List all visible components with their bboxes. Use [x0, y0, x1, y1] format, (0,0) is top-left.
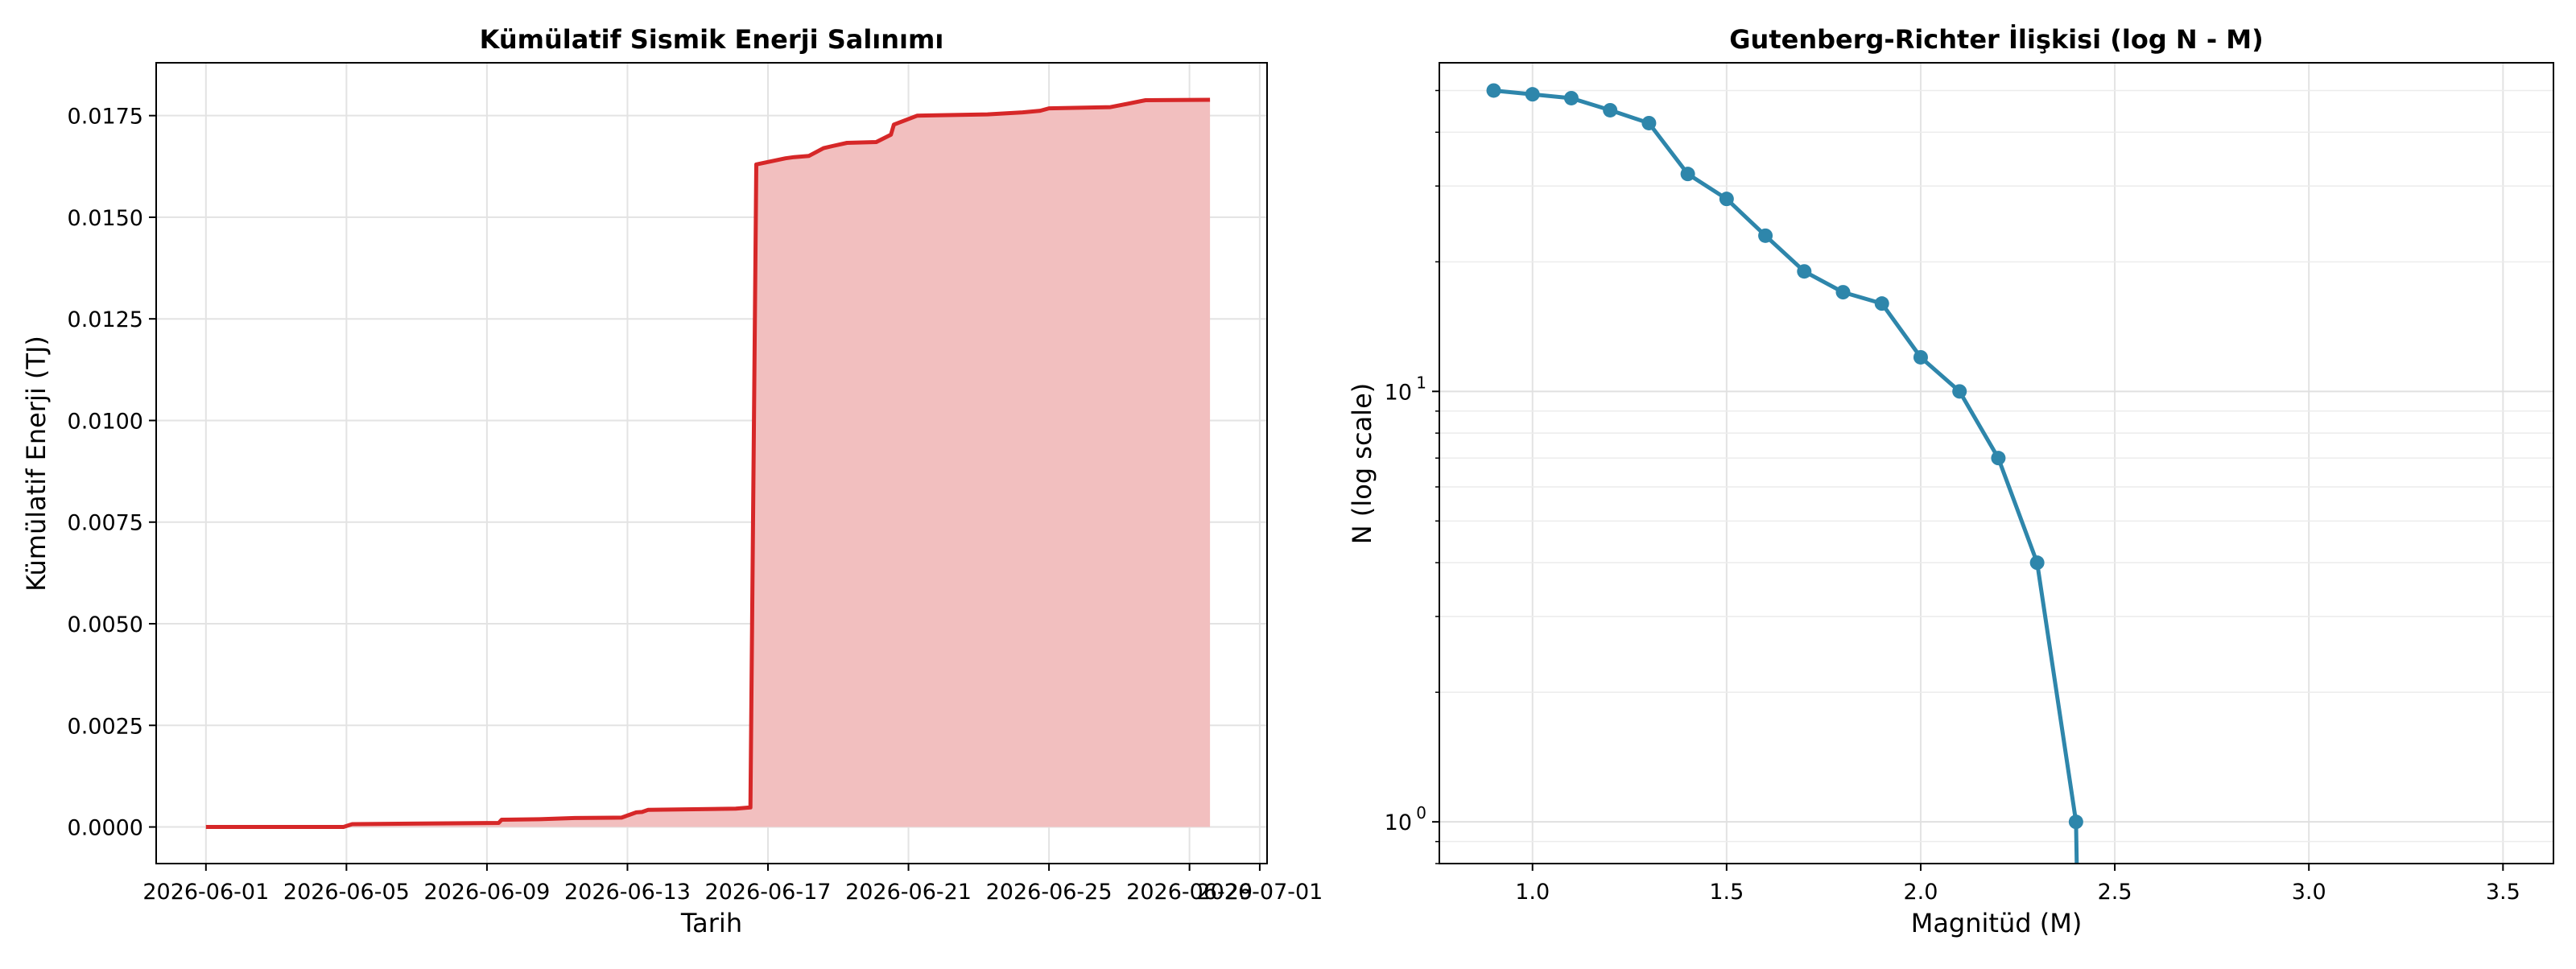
energy-chart: 2026-06-01 2026-06-05 2026-06-09 2026-06-13… [21, 24, 1323, 938]
gr-x-tick-label: 2.0 [1903, 880, 1938, 905]
gr-data-point [1719, 192, 1734, 207]
energy-chart-title: Kümülatif Sismik Enerji Salınımı [480, 24, 944, 55]
energy-x-tick-label: 2026-07-01 [1196, 880, 1323, 905]
gr-data-point [1603, 102, 1618, 118]
energy-y-tick-label: 0.0150 [68, 206, 143, 231]
gr-data-point [2029, 555, 2045, 571]
energy-x-axis: 2026-06-01 2026-06-05 2026-06-09 2026-06-13… [142, 864, 1323, 905]
energy-y-axis-label: Kümülatif Enerji (TJ) [21, 336, 52, 592]
energy-area-fill [205, 100, 1211, 827]
gr-y-axis-label: N (log scale) [1347, 383, 1377, 544]
gr-data-point [1991, 451, 2006, 466]
energy-plot-frame [155, 62, 1268, 864]
gr-y-tick-label: 10 [1385, 380, 1412, 405]
energy-x-tick-label: 2026-06-21 [845, 880, 972, 905]
gr-x-axis: 1.0 1.5 2.0 2.5 3.0 3.5 [1515, 864, 2520, 905]
gr-x-tick-label: 3.5 [2486, 880, 2520, 905]
gr-data-point [1525, 87, 1540, 102]
gr-data-point [1758, 228, 1773, 243]
energy-y-tick-label: 0.0050 [68, 612, 143, 637]
energy-x-tick-label: 2026-06-09 [423, 880, 550, 905]
gr-chart-title: Gutenberg-Richter İlişkisi (log N - M) [1729, 24, 2263, 55]
energy-y-tick-label: 0.0125 [68, 307, 143, 332]
gr-data-point [1952, 384, 1967, 399]
gr-data-point [1563, 90, 1579, 105]
energy-y-tick-label: 0.0025 [68, 714, 143, 739]
gr-data-point [1797, 264, 1812, 279]
energy-x-tick-label: 2026-06-01 [142, 880, 269, 905]
gr-points [1486, 83, 2083, 830]
energy-x-tick-label: 2026-06-25 [986, 880, 1113, 905]
energy-x-tick-label: 2026-06-29 [1126, 880, 1253, 905]
energy-x-tick-label: 2026-06-17 [705, 880, 832, 905]
gr-y-tick-exponent: 1 [1416, 373, 1426, 392]
gr-grid [1439, 63, 2553, 864]
gr-data-point [1641, 115, 1657, 130]
energy-x-tick-label: 2026-06-13 [564, 880, 691, 905]
gr-data-point [1874, 296, 1889, 311]
gr-data-point [1913, 349, 1928, 365]
gr-data-point [1486, 83, 1501, 98]
energy-line [205, 97, 1211, 829]
energy-x-tick-label: 2026-06-05 [283, 880, 410, 905]
energy-y-tick-label: 0.0100 [68, 409, 143, 434]
gr-plot-frame [1439, 62, 2554, 864]
energy-y-axis: 0.0000 0.0025 0.0050 0.0075 0.0100 0.0125 0.01… [68, 105, 156, 841]
gr-data-point [1680, 167, 1695, 182]
gr-x-tick-label: 3.0 [2292, 880, 2326, 905]
gr-y-tick-label: 10 [1385, 810, 1412, 835]
energy-y-tick-label: 0.0175 [68, 105, 143, 130]
energy-y-tick-label: 0.0000 [68, 816, 143, 841]
energy-x-axis-label: Tarih [680, 908, 742, 938]
gr-data-point [2068, 814, 2083, 830]
gr-x-axis-label: Magnitüd (M) [1911, 908, 2083, 938]
gr-y-tick-exponent: 0 [1416, 803, 1426, 823]
gr-x-tick-label: 1.0 [1515, 880, 1550, 905]
gr-x-tick-label: 1.5 [1709, 880, 1744, 905]
gr-x-tick-label: 2.5 [2098, 880, 2132, 905]
energy-y-tick-label: 0.0075 [68, 511, 143, 536]
gr-data-point [1835, 285, 1851, 300]
